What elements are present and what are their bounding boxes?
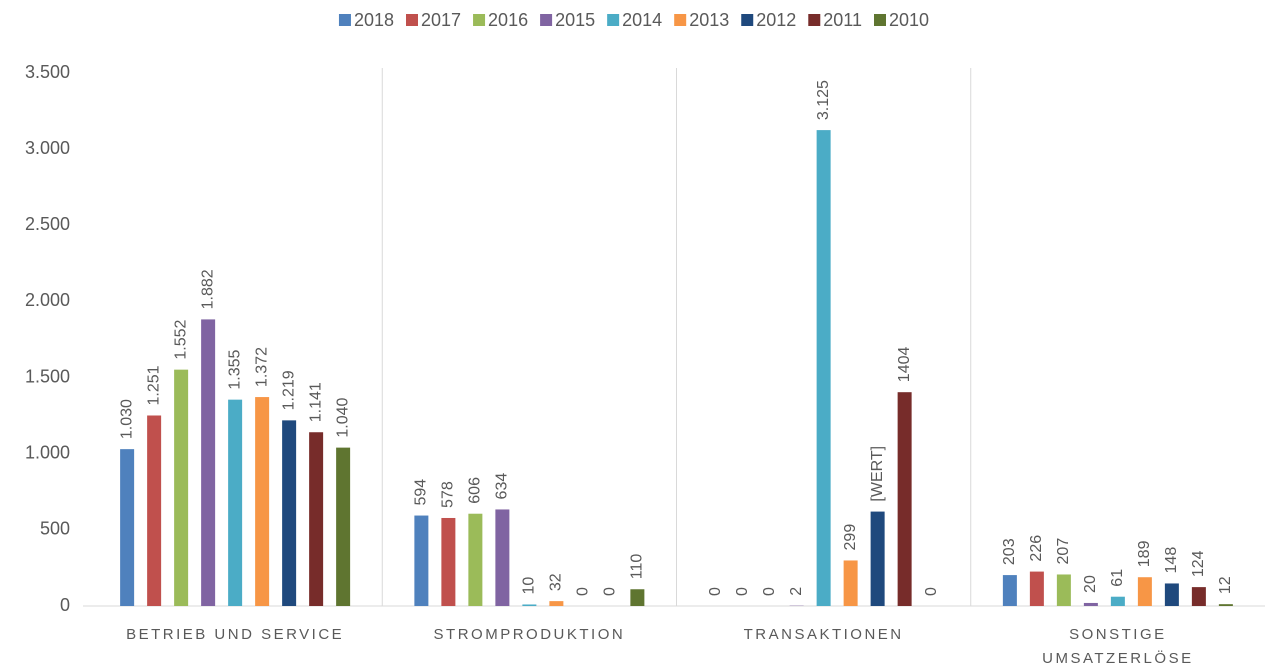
bar (1083, 602, 1098, 606)
value-label: 1.030 (118, 399, 135, 439)
legend-swatch (607, 14, 620, 26)
value-label: 578 (440, 481, 457, 508)
x-tick-label-line: UMSATZERLÖSE (1042, 649, 1193, 667)
x-tick-label: BETRIEB UND SERVICE (126, 626, 344, 643)
bar (1164, 583, 1179, 606)
bar (414, 515, 429, 606)
bar (1110, 596, 1125, 606)
legend-label: 2018 (354, 10, 394, 30)
y-tick-label: 0 (60, 595, 70, 615)
bar (468, 513, 483, 606)
value-label: 148 (1163, 547, 1180, 574)
value-label: 207 (1055, 538, 1072, 565)
value-label: 3.125 (815, 80, 832, 120)
bar (309, 432, 324, 606)
bar (1191, 587, 1206, 606)
legend-swatch (674, 14, 687, 26)
bar (1137, 577, 1152, 606)
bar (441, 517, 456, 606)
value-label: 1.141 (307, 382, 324, 422)
legend-swatch (338, 14, 351, 26)
value-label: 10 (521, 577, 538, 595)
value-label: 0 (734, 587, 751, 596)
value-label: 1404 (896, 346, 913, 382)
value-label: 203 (1001, 538, 1018, 565)
legend-swatch (473, 14, 486, 26)
value-label: 634 (494, 473, 511, 500)
value-label: 61 (1109, 569, 1126, 587)
bar (816, 130, 831, 606)
x-tick-label: SONSTIGE UMSATZERLÖSE (1042, 626, 1193, 667)
value-label: 2 (788, 587, 805, 596)
y-tick-label: 2.500 (25, 214, 70, 234)
value-label: 1.372 (253, 347, 270, 387)
value-label: 1.882 (199, 269, 216, 309)
legend-label: 2011 (823, 10, 862, 30)
bar (255, 397, 270, 606)
bar (495, 509, 510, 606)
bar (870, 511, 885, 606)
bar (201, 319, 216, 606)
bar (147, 415, 162, 606)
legend-swatch (808, 14, 821, 26)
legend-swatch (540, 14, 553, 26)
legend: 2018 2017 2016 2015 2014 2013 2012 2011 2010 (338, 10, 929, 30)
legend-label: 2016 (488, 10, 528, 30)
bar (282, 420, 297, 606)
bar (522, 604, 537, 606)
value-label: 124 (1190, 550, 1207, 577)
value-label: 189 (1136, 540, 1153, 567)
y-tick-label: 1.500 (25, 366, 70, 386)
legend-label: 2015 (555, 10, 595, 30)
y-tick-label: 1.000 (25, 442, 70, 462)
value-label: 0 (575, 587, 592, 596)
value-label: 12 (1217, 576, 1234, 594)
bar (1056, 574, 1071, 606)
bar (336, 447, 351, 606)
legend-label: 2014 (622, 10, 662, 30)
value-label: 594 (413, 479, 430, 506)
value-label: 606 (467, 477, 484, 504)
value-label: 1.552 (172, 320, 189, 360)
value-label: 1.040 (334, 397, 351, 437)
value-label: 1.251 (145, 365, 162, 405)
legend-swatch (406, 14, 418, 26)
bar (1218, 604, 1233, 606)
y-tick-label: 2.000 (25, 290, 70, 310)
bar (843, 560, 858, 606)
legend-label: 2010 (889, 10, 929, 30)
legend-label: 2012 (756, 10, 796, 30)
bar (630, 589, 645, 606)
y-tick-label: 3.500 (25, 62, 70, 82)
value-label: 0 (761, 587, 778, 596)
value-label: 1.219 (280, 370, 297, 410)
y-tick-label: 500 (40, 519, 70, 539)
value-label: 299 (842, 524, 859, 551)
x-tick-label: TRANSAKTIONEN (744, 626, 904, 643)
bar (1029, 571, 1044, 606)
y-tick-label: 3.000 (25, 138, 70, 158)
legend-swatch (741, 14, 754, 26)
value-label: 32 (548, 573, 565, 591)
value-label: 0 (602, 587, 619, 596)
value-label: 0 (707, 587, 724, 596)
bar (174, 369, 189, 606)
value-label: 0 (923, 587, 940, 596)
value-label: [WERT] (869, 446, 886, 502)
value-label: 226 (1028, 535, 1045, 562)
legend-label: 2013 (689, 10, 729, 30)
x-tick-label-line: SONSTIGE (1069, 626, 1167, 643)
bar (897, 392, 912, 606)
bar (120, 449, 135, 606)
legend-label: 2017 (421, 10, 461, 30)
value-label: 1.355 (226, 350, 243, 390)
x-tick-label: STROMPRODUKTION (434, 626, 626, 643)
bar (1002, 575, 1017, 606)
value-label: 20 (1082, 575, 1099, 593)
bar (228, 399, 243, 606)
legend-swatch (874, 14, 886, 26)
bar (549, 601, 564, 606)
value-label: 110 (629, 554, 646, 580)
